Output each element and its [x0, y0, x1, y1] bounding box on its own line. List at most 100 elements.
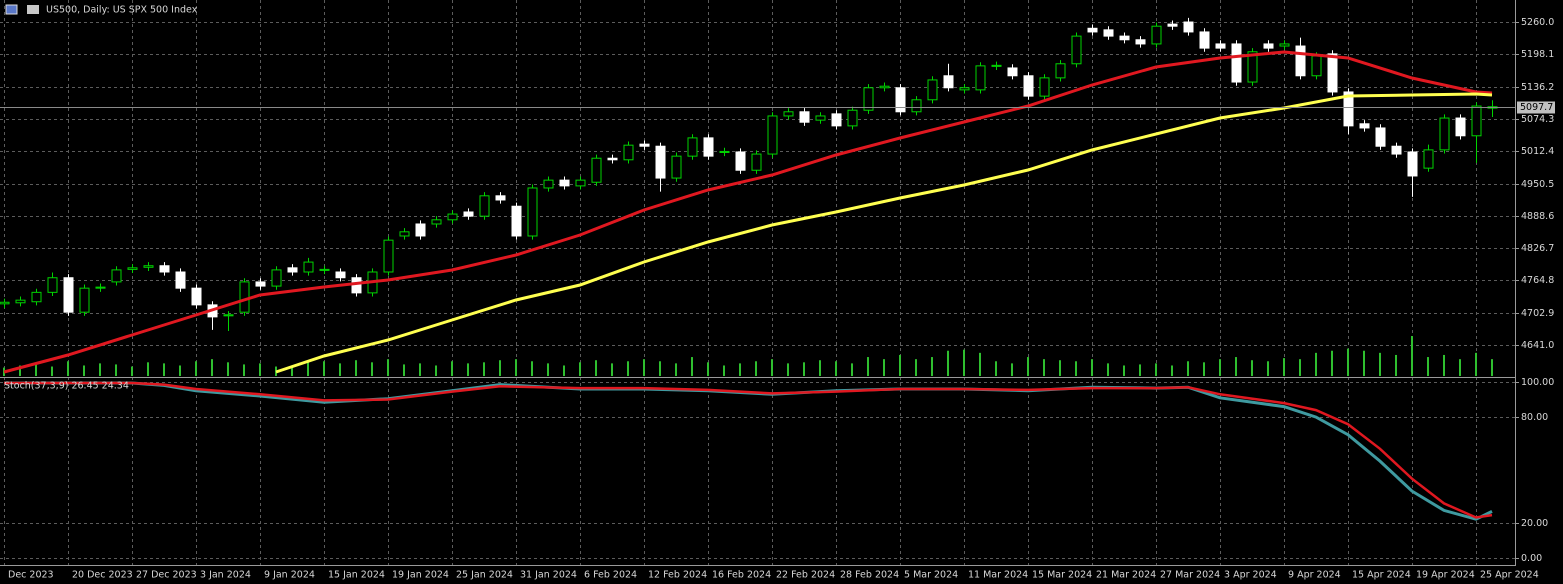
candle-body: [623, 144, 634, 161]
x-tick-label: 19 Apr 2024: [1416, 570, 1475, 581]
y-tick-label: 4950.5: [1521, 179, 1554, 190]
candle-body: [559, 179, 570, 187]
candle-body: [799, 111, 810, 123]
candle-body: [959, 87, 970, 91]
x-tick-label: 12 Feb 2024: [648, 570, 707, 581]
candle-body: [0, 301, 10, 305]
candle-body: [1151, 25, 1162, 45]
x-tick-label: 31 Jan 2024: [520, 570, 577, 581]
candle-body: [111, 269, 122, 283]
y-tick-label: 4702.9: [1521, 308, 1554, 319]
y-tick-label: 5074.3: [1521, 114, 1554, 125]
candle-body: [863, 87, 874, 111]
candle-body: [1103, 29, 1114, 37]
x-tick-label: 5 Mar 2024: [904, 570, 958, 581]
candle-body: [1423, 149, 1434, 169]
candle-body: [239, 281, 250, 313]
candle-body: [671, 155, 682, 179]
candle-body: [399, 231, 410, 237]
candle-body: [511, 205, 522, 237]
x-tick-label: 27 Dec 2023: [136, 570, 197, 581]
candle-body: [639, 143, 650, 147]
candle-body: [31, 291, 42, 303]
candle-body: [1407, 151, 1418, 177]
x-tick-label: 3 Jan 2024: [200, 570, 251, 581]
candle-body: [815, 115, 826, 121]
candle-body: [767, 115, 778, 155]
y-tick-label: 5260.0: [1521, 17, 1554, 28]
candle-body: [447, 213, 458, 221]
candle-body: [351, 277, 362, 294]
indicator-title: Stoch(37,3,9) 26.45 24.34: [4, 381, 129, 392]
candle-body: [831, 113, 842, 127]
candle-body: [159, 265, 170, 273]
candle-body: [1167, 23, 1178, 27]
y-tick-label: 0.00: [1521, 553, 1542, 564]
last-price-label: 5097.7: [1520, 102, 1553, 113]
candle-body: [287, 267, 298, 273]
candle-body: [63, 277, 74, 313]
candle-body: [847, 109, 858, 127]
candle-body: [1055, 63, 1066, 79]
y-tick-label: 5198.1: [1521, 49, 1554, 60]
candle-body: [991, 64, 1002, 67]
candle-body: [1119, 35, 1130, 41]
x-tick-label: 6 Feb 2024: [584, 570, 637, 581]
candle-body: [1183, 21, 1194, 33]
x-tick-label: 25 Jan 2024: [456, 570, 513, 581]
candle-body: [255, 281, 266, 287]
candle-body: [271, 269, 282, 287]
candle-body: [1071, 35, 1082, 65]
x-tick-label: 25 Apr 2024: [1480, 570, 1539, 581]
candle-body: [79, 287, 90, 313]
candle-body: [319, 268, 330, 271]
x-tick-label: 19 Jan 2024: [392, 570, 449, 581]
candle-body: [383, 239, 394, 273]
candle-body: [1311, 55, 1322, 77]
candle-body: [1263, 43, 1274, 49]
candle-body: [591, 157, 602, 183]
y-tick-label: 4826.7: [1521, 243, 1554, 254]
candle-body: [1327, 53, 1338, 93]
candle-body: [687, 137, 698, 157]
candle-body: [1247, 51, 1258, 83]
candle-body: [495, 195, 506, 201]
candle-body: [1215, 43, 1226, 49]
candle-body: [303, 261, 314, 273]
candle-body: [1375, 127, 1386, 147]
candle-body: [1231, 43, 1242, 83]
moving-average: [3, 50, 1493, 374]
candle-body: [895, 87, 906, 113]
icon-period: [27, 5, 39, 14]
candle-body: [1295, 45, 1306, 77]
candle-body: [127, 267, 138, 270]
candle-body: [607, 157, 618, 161]
y-tick-label: 100.00: [1521, 377, 1554, 388]
candle-body: [175, 271, 186, 289]
x-tick-label: 15 Apr 2024: [1352, 570, 1411, 581]
candle-body: [95, 286, 106, 289]
candle-body: [223, 314, 234, 317]
candle-body: [655, 145, 666, 179]
y-tick-label: 4888.6: [1521, 211, 1554, 222]
candle-body: [1039, 77, 1050, 97]
candle-body: [47, 277, 58, 293]
candle-body: [527, 187, 538, 237]
x-tick-label: 28 Feb 2024: [840, 570, 899, 581]
y-tick-label: 4641.0: [1521, 340, 1554, 351]
candle-body: [1279, 43, 1290, 47]
candle-body: [783, 111, 794, 117]
candle-body: [911, 99, 922, 113]
candle-body: [1343, 91, 1354, 127]
x-tick-label: 22 Feb 2024: [776, 570, 835, 581]
candle-body: [975, 65, 986, 91]
candle-body: [191, 287, 202, 306]
candle-body: [479, 195, 490, 217]
y-tick-label: 4764.8: [1521, 275, 1554, 286]
candle-body: [1471, 105, 1482, 137]
candle-body: [463, 211, 474, 217]
candle-body: [735, 151, 746, 171]
x-tick-label: 20 Dec 2023: [72, 570, 133, 581]
candle-body: [1391, 145, 1402, 155]
